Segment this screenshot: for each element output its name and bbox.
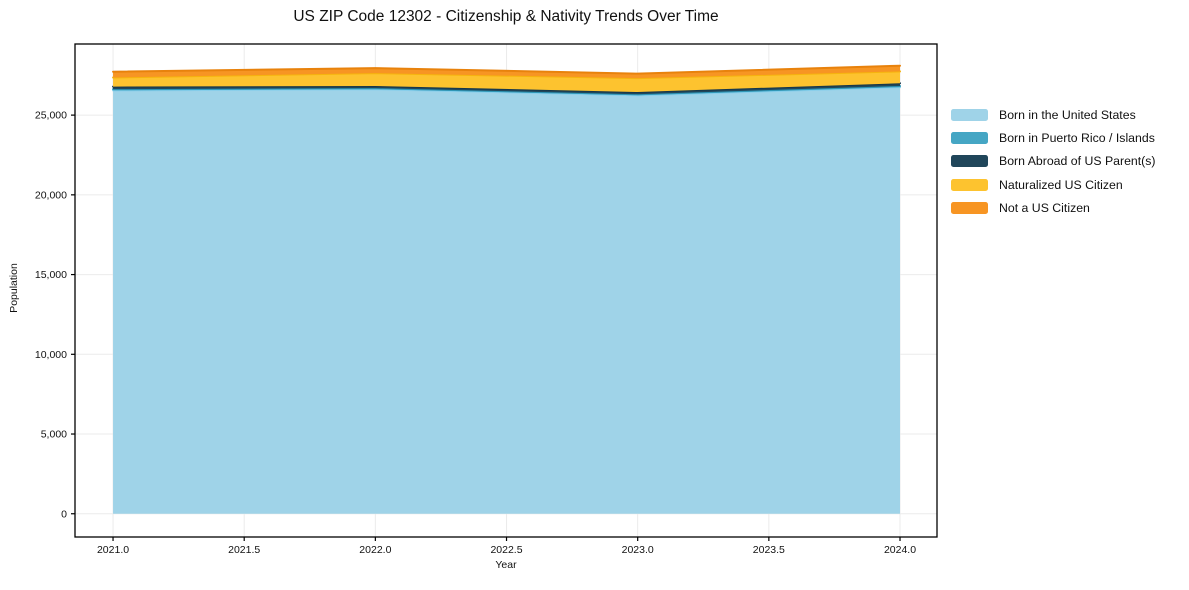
x-tick-label: 2022.0 — [359, 544, 391, 556]
y-tick-label: 10,000 — [35, 349, 67, 361]
x-tick-label: 2023.0 — [622, 544, 654, 556]
x-tick-label: 2021.5 — [228, 544, 260, 556]
x-tick-label: 2022.5 — [490, 544, 522, 556]
y-tick-label: 5,000 — [41, 429, 67, 441]
legend-item-3: Naturalized US Citizen — [951, 173, 1156, 196]
y-tick-label: 20,000 — [35, 189, 67, 201]
x-axis-label: Year — [495, 559, 517, 571]
legend: Born in the United States Born in Puerto … — [951, 103, 1156, 219]
area-band-0 — [113, 87, 901, 514]
legend-swatch — [951, 131, 988, 144]
legend-swatch — [951, 178, 988, 191]
legend-label: Naturalized US Citizen — [999, 177, 1123, 192]
legend-item-0: Born in the United States — [951, 103, 1156, 126]
chart-title: US ZIP Code 12302 - Citizenship & Nativi… — [293, 8, 719, 25]
legend-label: Not a US Citizen — [999, 200, 1090, 215]
legend-item-4: Not a US Citizen — [951, 196, 1156, 219]
y-tick-label: 15,000 — [35, 269, 67, 281]
y-tick-label: 0 — [61, 508, 67, 520]
legend-label: Born in Puerto Rico / Islands — [999, 130, 1155, 145]
x-tick-label: 2024.0 — [884, 544, 916, 556]
x-tick-label: 2021.0 — [97, 544, 129, 556]
x-tick-label: 2023.5 — [753, 544, 785, 556]
area-edge-4 — [112, 64, 902, 75]
legend-swatch — [951, 155, 988, 168]
legend-label: Born in the United States — [999, 107, 1136, 122]
area-band-2 — [113, 83, 901, 95]
legend-item-2: Born Abroad of US Parent(s) — [951, 150, 1156, 173]
area-band-4 — [113, 65, 901, 79]
legend-label: Born Abroad of US Parent(s) — [999, 154, 1156, 169]
legend-item-1: Born in Puerto Rico / Islands — [951, 126, 1156, 149]
legend-swatch — [951, 201, 988, 214]
legend-swatch — [951, 108, 988, 121]
y-tick-label: 25,000 — [35, 110, 67, 122]
